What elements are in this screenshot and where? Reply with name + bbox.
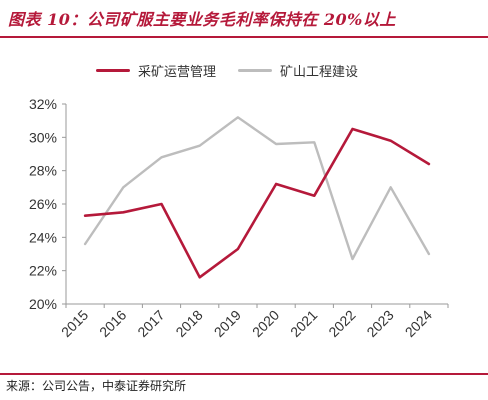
series-line-1: [83, 127, 431, 279]
series-line-2: [83, 116, 431, 261]
x-tick-label: 2020: [249, 307, 282, 340]
x-tick-label: 2017: [134, 307, 167, 340]
x-tick-label: 2021: [287, 307, 320, 340]
legend-label-series-1: 采矿运营管理: [138, 64, 217, 80]
y-tick-label: 22%: [29, 263, 57, 279]
source-note: 来源：公司公告，中泰证券研究所: [6, 379, 187, 393]
line-chart: 20% 22% 24% 26% 28% 30% 32% 2015 2016 2017 2018 201…: [29, 96, 449, 340]
x-tick-label: 2023: [363, 307, 396, 340]
y-tick-label: 30%: [29, 129, 57, 145]
legend-swatch-series-2: [238, 68, 273, 72]
y-tick-label: 32%: [29, 96, 57, 112]
legend-label-series-2: 矿山工程建设: [280, 64, 359, 80]
y-tick-label: 24%: [29, 229, 57, 245]
x-tick-label: 2018: [172, 307, 205, 340]
y-tick-label: 20%: [29, 296, 57, 312]
x-tick-label: 2016: [96, 307, 129, 340]
title-divider: [0, 36, 488, 38]
y-tick-label: 26%: [29, 196, 57, 212]
legend-item-series-2: 矿山工程建设: [238, 61, 358, 80]
chart-legend: 采矿运营管理 矿山工程建设: [96, 60, 380, 80]
x-tick-label: 2022: [325, 307, 358, 340]
x-tick-label: 2015: [58, 307, 91, 340]
y-tick-label: 28%: [29, 163, 57, 179]
x-tick-label: 2019: [211, 307, 244, 340]
source-divider: [0, 373, 488, 375]
legend-item-series-1: 采矿运营管理: [96, 61, 216, 80]
x-tick-label: 2024: [402, 307, 435, 340]
legend-swatch-series-1: [96, 68, 130, 72]
chart-title: 图表 10：公司矿服主要业务毛利率保持在 20%以上: [8, 10, 396, 29]
